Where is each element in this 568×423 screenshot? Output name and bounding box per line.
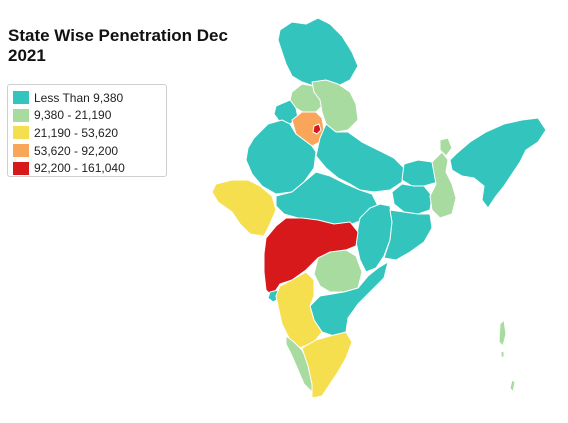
legend-item-9380-21190[interactable]: 9,380 - 21,190 [13,107,166,125]
legend-label: 53,620 - 92,200 [34,143,119,158]
legend-item-53620-92200[interactable]: 53,620 - 92,200 [13,142,166,160]
region-jharkhand[interactable] [391,183,433,215]
region-delhi[interactable] [312,123,322,135]
map-title: State Wise Penetration Dec 2021 [8,26,228,65]
region-sikkim[interactable] [439,137,453,157]
region-northeast[interactable] [449,117,547,209]
region-tamil-nadu[interactable] [301,331,353,399]
region-karnataka[interactable] [275,271,323,349]
legend-swatch [13,108,29,122]
legend-item-less-than-9380[interactable]: Less Than 9,380 [13,89,166,107]
legend-item-92200-161040[interactable]: 92,200 - 161,040 [13,159,166,177]
region-odisha[interactable] [383,209,433,261]
legend-label: 92,200 - 161,040 [34,161,125,176]
region-west-bengal[interactable] [429,151,457,219]
legend-label: 9,380 - 21,190 [34,108,112,123]
region-andaman-nicobar[interactable] [498,319,516,393]
legend: Less Than 9,380 9,380 - 21,190 21,190 - … [7,84,167,177]
region-rajasthan[interactable] [245,119,317,195]
legend-label: 21,190 - 53,620 [34,125,119,140]
region-uttar-pradesh[interactable] [315,123,405,193]
legend-swatch [13,126,29,140]
legend-swatch [13,144,29,158]
legend-swatch [13,161,29,175]
region-telangana[interactable] [313,249,363,293]
legend-label: Less Than 9,380 [34,90,124,105]
region-jammu-kashmir[interactable] [277,17,359,87]
region-gujarat[interactable] [211,179,277,237]
legend-item-21190-53620[interactable]: 21,190 - 53,620 [13,124,166,142]
region-andhra-pradesh[interactable] [309,261,389,337]
legend-swatch [13,91,29,105]
region-uttarakhand[interactable] [311,79,359,133]
